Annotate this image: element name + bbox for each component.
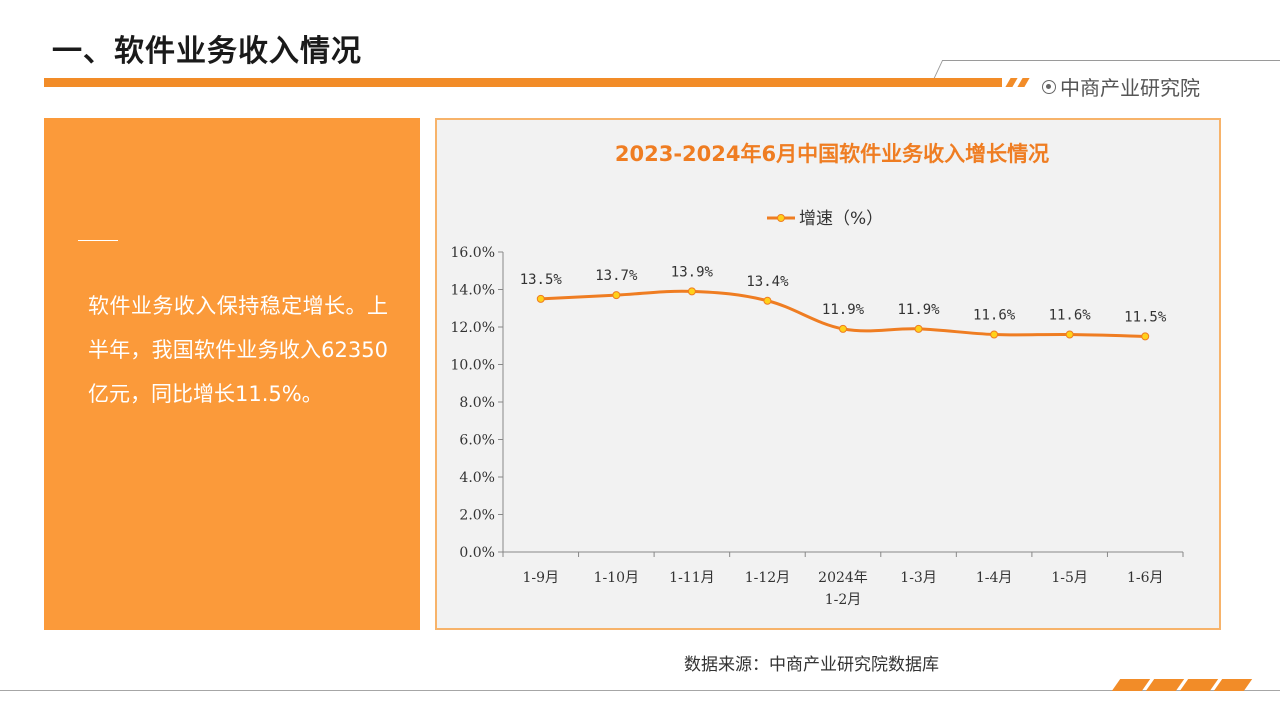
chart-container: 2023-2024年6月中国软件业务收入增长情况 增速（%） 0.0% 2.0% 4… <box>435 118 1221 630</box>
data-label: 11.9% <box>897 302 940 318</box>
summary-rule <box>78 240 118 241</box>
y-tick-label: 14.0% <box>451 283 495 299</box>
data-label: 11.6% <box>1049 308 1092 324</box>
title-underline-bar <box>44 78 1002 87</box>
legend-marker-icon <box>777 214 785 222</box>
data-point <box>687 287 696 296</box>
chart-title: 2023-2024年6月中国软件业务收入增长情况 <box>615 142 1049 166</box>
x-tick-label: 1-11月 <box>669 570 714 586</box>
data-point <box>612 291 621 300</box>
y-tick-label: 12.0% <box>451 320 495 336</box>
legend-label: 增速（%） <box>799 209 883 229</box>
x-tick-label: 1-12月 <box>745 570 790 586</box>
data-label: 13.4% <box>746 274 789 290</box>
data-source: 数据来源：中商产业研究院数据库 <box>684 655 939 675</box>
data-label: 13.9% <box>671 264 714 280</box>
data-point <box>536 294 545 303</box>
summary-text: 软件业务收入保持稳定增长。上半年，我国软件业务收入62350亿元，同比增长11.… <box>88 294 388 406</box>
data-point <box>990 330 999 339</box>
data-point <box>1065 330 1074 339</box>
data-point <box>763 296 772 305</box>
x-tick-label: 1-9月 <box>523 570 560 586</box>
data-label: 11.9% <box>822 302 865 318</box>
data-point <box>1141 332 1150 341</box>
summary-panel: 软件业务收入保持稳定增长。上半年，我国软件业务收入62350亿元，同比增长11.… <box>44 118 420 630</box>
y-tick-label: 6.0% <box>459 433 495 449</box>
x-tick-label: 1-3月 <box>900 570 937 586</box>
title-stripes-decoration <box>1004 78 1030 87</box>
corner-divider <box>942 60 1280 61</box>
line-chart: 2023-2024年6月中国软件业务收入增长情况 增速（%） 0.0% 2.0% 4… <box>451 142 1184 608</box>
chart-legend: 增速（%） <box>767 209 883 229</box>
brand-logo: 中商产业研究院 <box>1042 72 1200 101</box>
x-tick-label: 1-6月 <box>1127 570 1164 586</box>
corner-divider-diagonal <box>933 60 944 78</box>
data-label: 11.5% <box>1124 309 1167 325</box>
footer-stripes-decoration <box>1110 679 1253 691</box>
data-label: 11.6% <box>973 308 1016 324</box>
x-tick-label: 1-4月 <box>976 570 1013 586</box>
y-tick-label: 4.0% <box>459 470 495 486</box>
y-tick-label: 10.0% <box>451 358 495 374</box>
x-tick-label: 1-5月 <box>1051 570 1088 586</box>
page-title: 一、软件业务收入情况 <box>52 34 362 69</box>
y-tick-label: 8.0% <box>459 395 495 411</box>
chart-plot-area: 13.5% 13.7% 13.9% 13.4% 11.9% 11.9% 11.6% 11.6%… <box>520 264 1167 341</box>
y-tick-label: 2.0% <box>459 508 495 524</box>
data-point <box>914 324 923 333</box>
data-label: 13.5% <box>520 272 563 288</box>
data-point <box>839 324 847 333</box>
x-tick-label: 1-10月 <box>594 570 639 586</box>
chart-axes: 0.0% 2.0% 4.0% 6.0% 8.0% 10.0% 12.0% 14.0% 16.0%… <box>451 245 1184 608</box>
data-label: 13.7% <box>595 268 638 284</box>
y-tick-label: 0.0% <box>459 545 495 561</box>
x-tick-label: 2024年 1-2月 <box>818 570 868 608</box>
y-tick-label: 16.0% <box>451 245 495 261</box>
brand-circle-icon <box>1042 79 1056 94</box>
footer-divider <box>0 690 1280 691</box>
brand-name: 中商产业研究院 <box>1060 76 1200 100</box>
